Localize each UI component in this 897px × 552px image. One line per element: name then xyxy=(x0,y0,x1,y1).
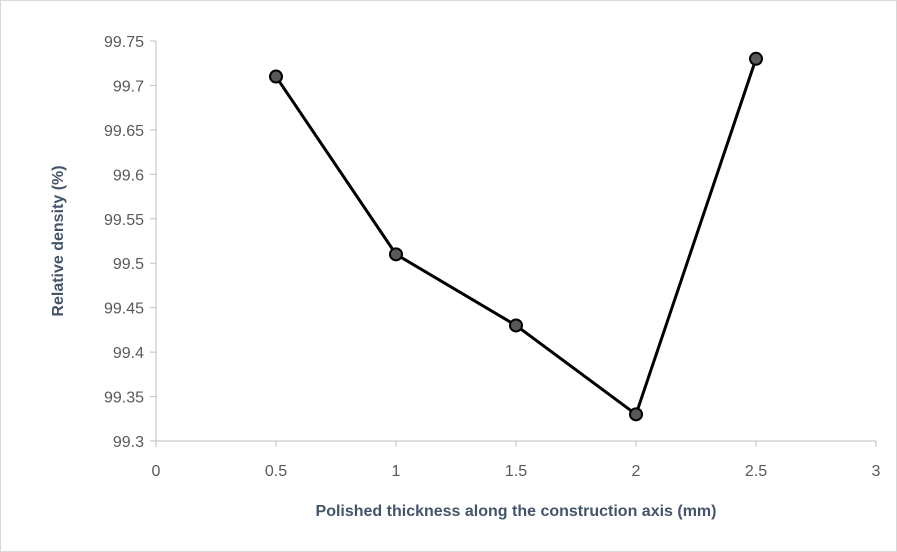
y-tick-label: 99.5 xyxy=(113,256,144,273)
x-tick-label: 0.5 xyxy=(265,463,287,480)
series-line xyxy=(274,58,758,416)
data-point xyxy=(269,69,283,84)
y-tick-label: 99.75 xyxy=(104,34,144,51)
y-tick-label: 99.3 xyxy=(113,434,144,451)
y-tick-label: 99.65 xyxy=(104,123,144,140)
y-tick-label: 99.4 xyxy=(113,345,144,362)
y-tick-label: 99.45 xyxy=(104,301,144,318)
series-layer xyxy=(269,51,763,422)
y-tick-label: 99.6 xyxy=(113,167,144,184)
data-point xyxy=(509,318,523,333)
x-axis-title: Polished thickness along the constructio… xyxy=(316,503,717,520)
y-axis-title: Relative density (%) xyxy=(50,165,67,316)
x-tick-label: 1.5 xyxy=(505,463,527,480)
x-tick-label: 3 xyxy=(872,463,881,480)
y-tick-label: 99.7 xyxy=(113,78,144,95)
y-tick-label: 99.55 xyxy=(104,212,144,229)
data-point xyxy=(749,51,763,66)
axes xyxy=(155,41,876,442)
x-tick-label: 0 xyxy=(152,463,161,480)
x-axis-ticks: 0 0.5 1 1.5 2 2.5 3 xyxy=(152,441,881,480)
x-tick-label: 2 xyxy=(632,463,641,480)
data-point xyxy=(389,247,403,262)
x-tick-label: 1 xyxy=(392,463,401,480)
y-tick-label: 99.35 xyxy=(104,390,144,407)
y-axis-ticks: 99.3 99.35 99.4 99.45 99.5 99.55 99.6 99.65 99.7… xyxy=(104,34,156,451)
data-point xyxy=(629,407,643,422)
x-tick-label: 2.5 xyxy=(745,463,767,480)
